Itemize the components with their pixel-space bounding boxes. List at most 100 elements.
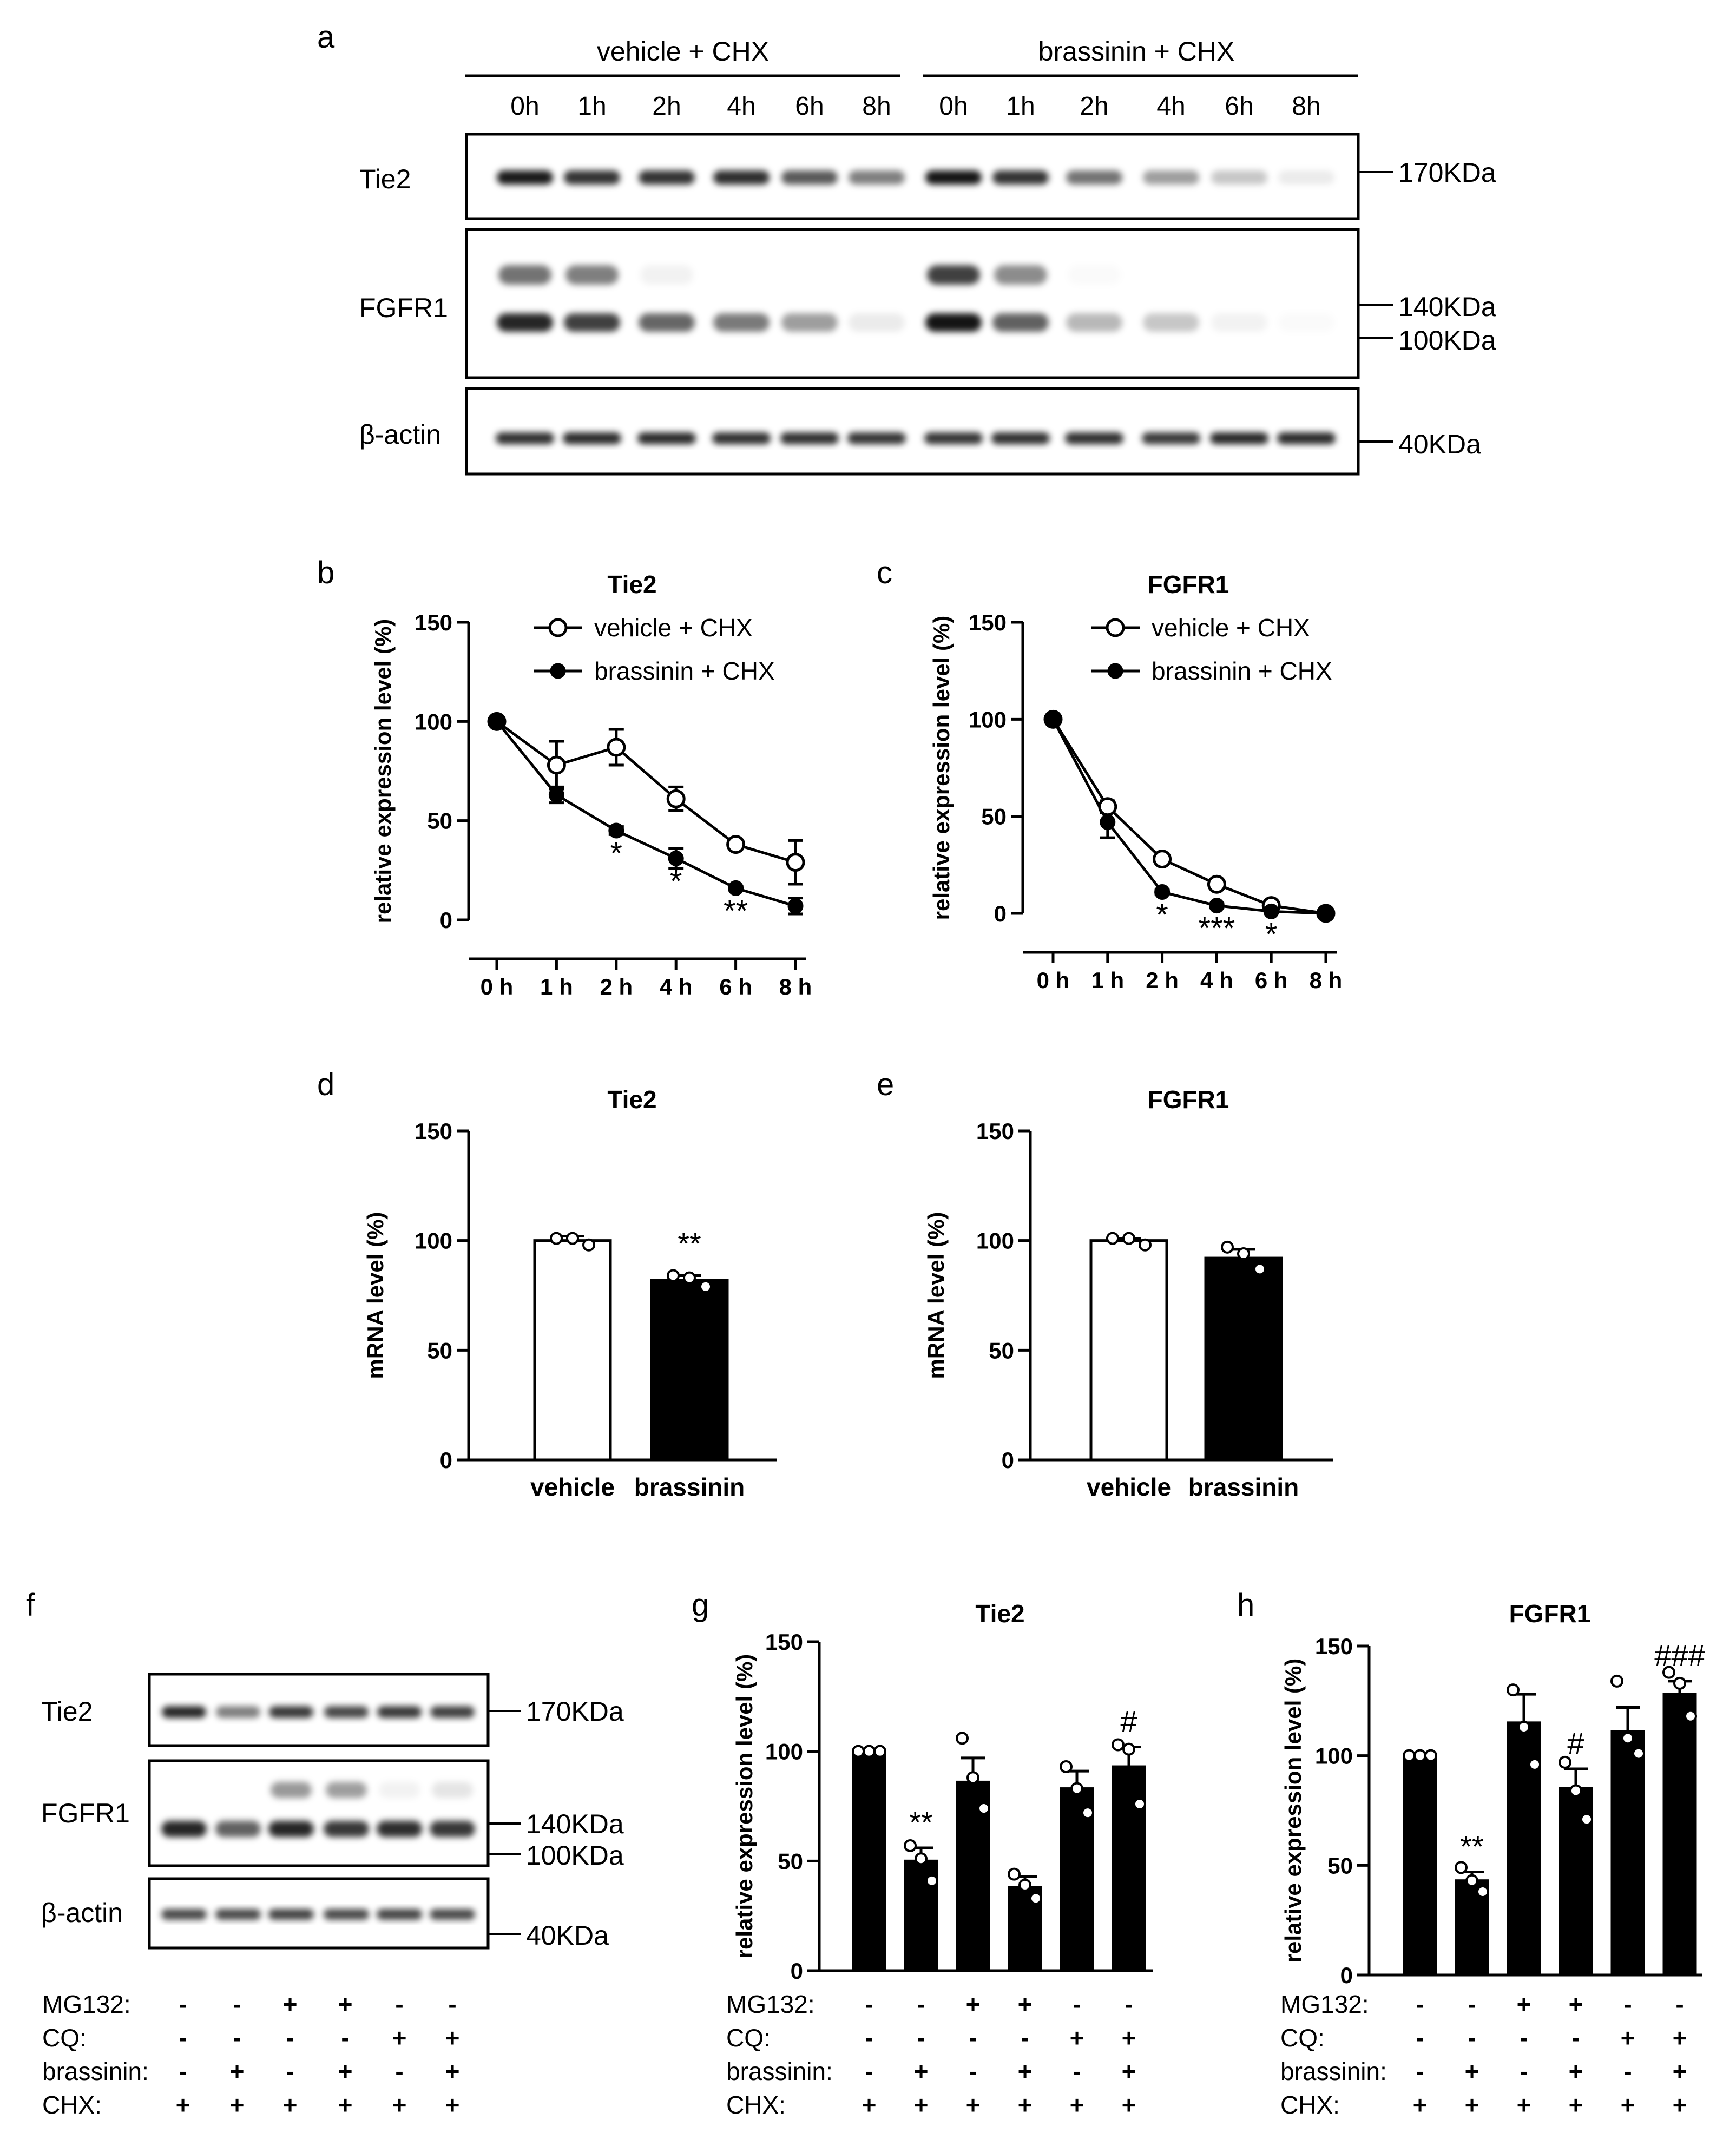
- treatment-label: CQ:: [42, 2024, 87, 2052]
- blot-band: [713, 313, 770, 332]
- blot-bands: [496, 170, 1336, 444]
- replicate-point: [1413, 1749, 1426, 1762]
- data-point: [1318, 905, 1334, 921]
- replicate-point: [667, 1269, 680, 1282]
- y-tick-label: 0: [1002, 1447, 1014, 1473]
- legend-label: vehicle + CHX: [594, 614, 753, 642]
- treatment-sign: -: [917, 1990, 925, 2018]
- blot-band: [432, 1782, 473, 1798]
- data-point: [607, 738, 626, 757]
- blot-band: [324, 1821, 369, 1837]
- marker-40kda: 40KDa: [1398, 429, 1481, 459]
- data-point: [1098, 797, 1117, 817]
- treatment-sign: -: [969, 2024, 977, 2052]
- bar: [852, 1750, 886, 1972]
- blot-band: [639, 313, 695, 332]
- time-label: 8h: [862, 92, 891, 121]
- row-label-fgfr1: FGFR1: [359, 293, 448, 323]
- treatment-sign: -: [865, 2024, 873, 2052]
- significance-mark: *: [670, 864, 682, 899]
- x-tick-label: 1 h: [1091, 967, 1124, 993]
- bar: [533, 1239, 612, 1462]
- replicate-point: [1507, 1683, 1520, 1697]
- replicate-point: [1133, 1797, 1146, 1811]
- time-labels: 0h 1h 2h 4h 6h 8h 0h 1h 2h 4h 6h 8h: [510, 92, 1320, 121]
- replicate-point: [1403, 1749, 1416, 1762]
- blot-band: [1066, 170, 1122, 185]
- treatment-sign: +: [445, 2057, 460, 2085]
- treatment-sign: -: [865, 2057, 873, 2085]
- blot-band: [215, 1909, 261, 1920]
- x-category-label: vehicle: [530, 1473, 615, 1501]
- blot-band: [637, 432, 696, 444]
- blot-box-actin: [465, 387, 1360, 476]
- blot-band: [1210, 432, 1268, 444]
- f-row-label-tie2: Tie2: [41, 1696, 93, 1727]
- treatment-label: brassinin:: [726, 2057, 833, 2085]
- data-point: [1100, 814, 1116, 830]
- marker-100kda: 100KDa: [1398, 325, 1496, 356]
- data-point: [728, 880, 744, 896]
- replicate-point: [1112, 1738, 1125, 1752]
- y-tick-label: 100: [969, 707, 1007, 732]
- blot-band: [430, 1706, 475, 1718]
- series-line-1: [1051, 719, 1326, 915]
- y-tick-label: 0: [440, 907, 452, 933]
- y-axis-label: relative expression level (%): [1280, 1658, 1306, 1963]
- blot-f-box-fgfr1: [148, 1759, 490, 1867]
- treatment-label: CHX:: [1280, 2091, 1340, 2119]
- blot-band: [1211, 170, 1267, 185]
- y-tick-label: 50: [989, 1338, 1014, 1363]
- treatment-label: CHX:: [42, 2091, 102, 2119]
- y-axis-label: mRNA level (%): [363, 1212, 388, 1379]
- replicate-point: [1476, 1885, 1489, 1898]
- blot-band: [1211, 313, 1267, 332]
- blot-band: [1142, 432, 1200, 444]
- blot-band: [563, 432, 621, 444]
- treatment-sign: -: [865, 1990, 873, 2018]
- replicate-point: [956, 1732, 969, 1745]
- chart-title: FGFR1: [1509, 1599, 1591, 1628]
- legend-marker: [550, 663, 566, 679]
- f-row-label-fgfr1: FGFR1: [41, 1798, 130, 1828]
- x-category-label: brassinin: [634, 1473, 745, 1501]
- treatment-sign: -: [1416, 2024, 1424, 2052]
- chart-e-fgfr1-mrna: 0 50 100 150 mRNA level (%) FGFR1 vehicle brass…: [923, 1085, 1333, 1501]
- treatment-sign: +: [1621, 2091, 1635, 2119]
- y-tick-label: 0: [994, 901, 1007, 926]
- blot-band: [1277, 432, 1336, 444]
- blot-band: [847, 432, 906, 444]
- panel-label-f: f: [26, 1588, 35, 1623]
- significance-mark: **: [724, 893, 748, 929]
- treatment-sign: -: [1468, 2024, 1476, 2052]
- replicate-point: [1517, 1720, 1530, 1734]
- replicate-point: [1253, 1262, 1266, 1276]
- blot-band: [1278, 313, 1334, 332]
- chart-g-tie2-inhibitors: 0 50 100 150 relative expression level (%) Ti…: [732, 1599, 1153, 1984]
- treatment-sign: +: [1517, 2091, 1531, 2119]
- treatment-sign: -: [1125, 1990, 1133, 2018]
- row-label-actin: β-actin: [359, 419, 441, 450]
- data-point: [1208, 898, 1225, 914]
- replicate-point: [1106, 1232, 1119, 1245]
- replicate-point: [1122, 1232, 1135, 1245]
- treatment-sign: +: [283, 1990, 298, 2018]
- blot-band: [564, 170, 620, 185]
- blot-band: [992, 170, 1049, 185]
- treatment-sign: +: [283, 2091, 298, 2119]
- y-tick-label: 0: [440, 1447, 452, 1473]
- x-category-label: brassinin: [1188, 1473, 1299, 1501]
- replicate-point: [1008, 1867, 1021, 1881]
- treatment-label: MG132:: [42, 1990, 131, 2018]
- treatment-sign: +: [1018, 1990, 1033, 2018]
- time-label: 0h: [510, 92, 539, 121]
- blot-band: [324, 1706, 369, 1718]
- replicate-point: [1621, 1732, 1634, 1745]
- y-tick-label: 150: [415, 610, 452, 635]
- treatment-sign: +: [338, 2057, 353, 2085]
- treatment-sign: -: [1073, 1990, 1081, 2018]
- replicate-point: [1221, 1240, 1234, 1254]
- data-point: [1045, 711, 1061, 727]
- replicate-point: [1662, 1666, 1675, 1679]
- x-tick-label: 6 h: [1255, 967, 1288, 993]
